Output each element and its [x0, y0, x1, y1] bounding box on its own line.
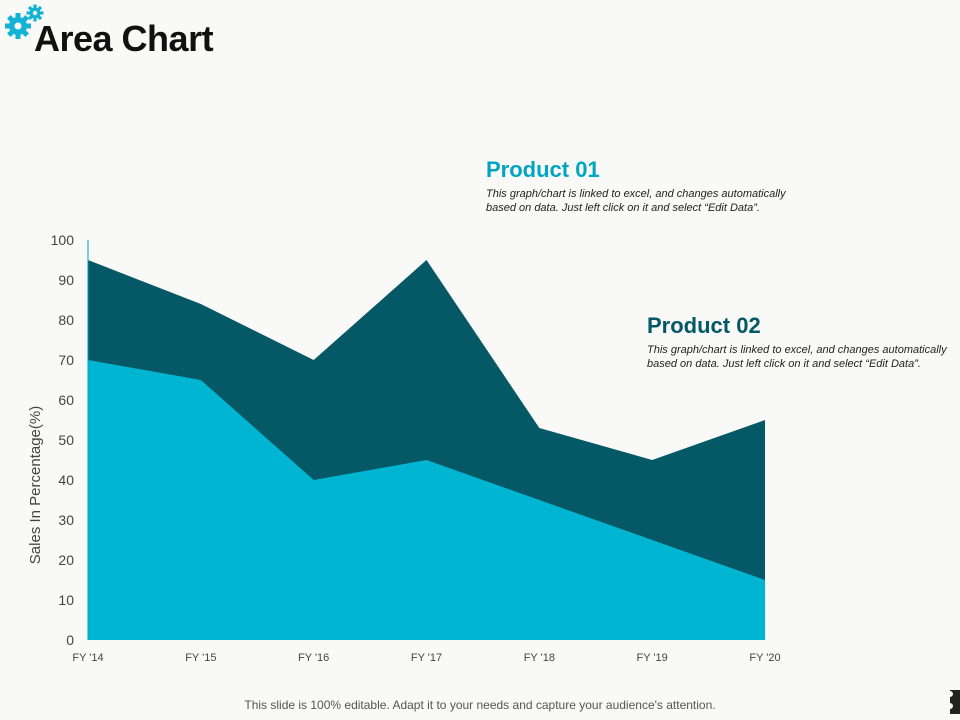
legend-product-02-description: This graph/chart is linked to excel, and…	[647, 344, 947, 370]
legend-product-01-name: Product 01	[486, 157, 600, 182]
area-series-product-01	[88, 360, 765, 640]
legend-product-01-description: This graph/chart is linked to excel, and…	[486, 188, 786, 214]
x-tick-label: FY '15	[185, 652, 216, 664]
gear-icon	[5, 4, 44, 39]
x-tick-label: FY '16	[298, 652, 329, 664]
legend-product-02: Product 02 This graph/chart is linked to…	[647, 313, 947, 371]
y-tick-label: 10	[58, 592, 74, 608]
y-tick-label: 80	[58, 312, 74, 328]
y-axis-label: Sales In Percentage(%)	[27, 406, 44, 564]
page-title: Area Chart	[34, 18, 214, 59]
x-tick-label: FY '14	[72, 652, 103, 664]
legend-product-02-name: Product 02	[647, 313, 761, 338]
legend-product-01: Product 01 This graph/chart is linked to…	[486, 157, 786, 215]
y-tick-label: 30	[58, 512, 74, 528]
footer-note: This slide is 100% editable. Adapt it to…	[244, 698, 716, 712]
y-tick-label: 60	[58, 392, 74, 408]
y-tick-label: 50	[58, 432, 74, 448]
y-tick-label: 90	[58, 272, 74, 288]
y-tick-label: 100	[51, 232, 75, 248]
x-tick-label: FY '17	[411, 652, 442, 664]
puzzle-icon	[950, 690, 960, 714]
x-tick-label: FY '20	[749, 652, 780, 664]
y-tick-label: 0	[66, 632, 74, 648]
y-tick-label: 20	[58, 552, 74, 568]
x-tick-label: FY '18	[524, 652, 555, 664]
y-tick-label: 70	[58, 352, 74, 368]
x-tick-label: FY '19	[637, 652, 668, 664]
y-tick-label: 40	[58, 472, 74, 488]
